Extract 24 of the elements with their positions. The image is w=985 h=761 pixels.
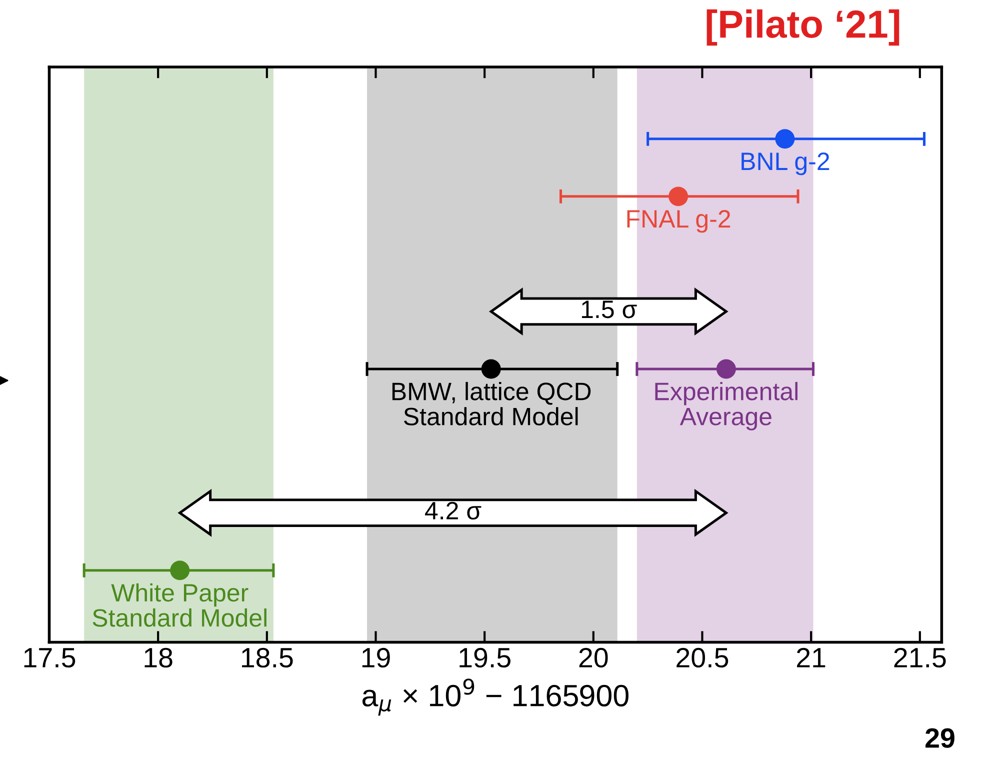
x-tick-label: 21.5 bbox=[894, 648, 946, 668]
text: [Pilato ‘21] bbox=[706, 9, 900, 46]
series-label: White Paper Standard Model bbox=[92, 583, 266, 627]
x-axis-title: a$_{μ}$ × 10$^{9}$ − 1165900 bbox=[362, 678, 628, 716]
point bbox=[775, 129, 795, 149]
annotation: 1.5 σ bbox=[582, 300, 637, 318]
series-label: FNAL g-2 bbox=[627, 210, 730, 233]
x-tick-label: 18 bbox=[144, 648, 172, 668]
x-tick-label: 21 bbox=[797, 648, 826, 668]
x-tick-label: 20 bbox=[579, 648, 608, 668]
point bbox=[668, 186, 688, 206]
point bbox=[170, 560, 190, 580]
point bbox=[481, 359, 501, 379]
x-tick-label: 17.5 bbox=[24, 648, 76, 668]
series-label: BMW, lattice QCD Standard Model bbox=[392, 382, 591, 426]
text: 29 bbox=[926, 728, 954, 748]
x-tick-label: 19.5 bbox=[460, 648, 510, 668]
x-tick-label: 20.5 bbox=[676, 648, 728, 668]
x-tick-label: 19 bbox=[362, 648, 390, 668]
point bbox=[716, 359, 736, 379]
series-label: BNL g-2 bbox=[742, 152, 830, 176]
x-tick-label: 18.5 bbox=[242, 648, 293, 668]
annotation: 4.2 σ bbox=[425, 502, 482, 520]
series-label: Experimental Average bbox=[655, 382, 798, 430]
